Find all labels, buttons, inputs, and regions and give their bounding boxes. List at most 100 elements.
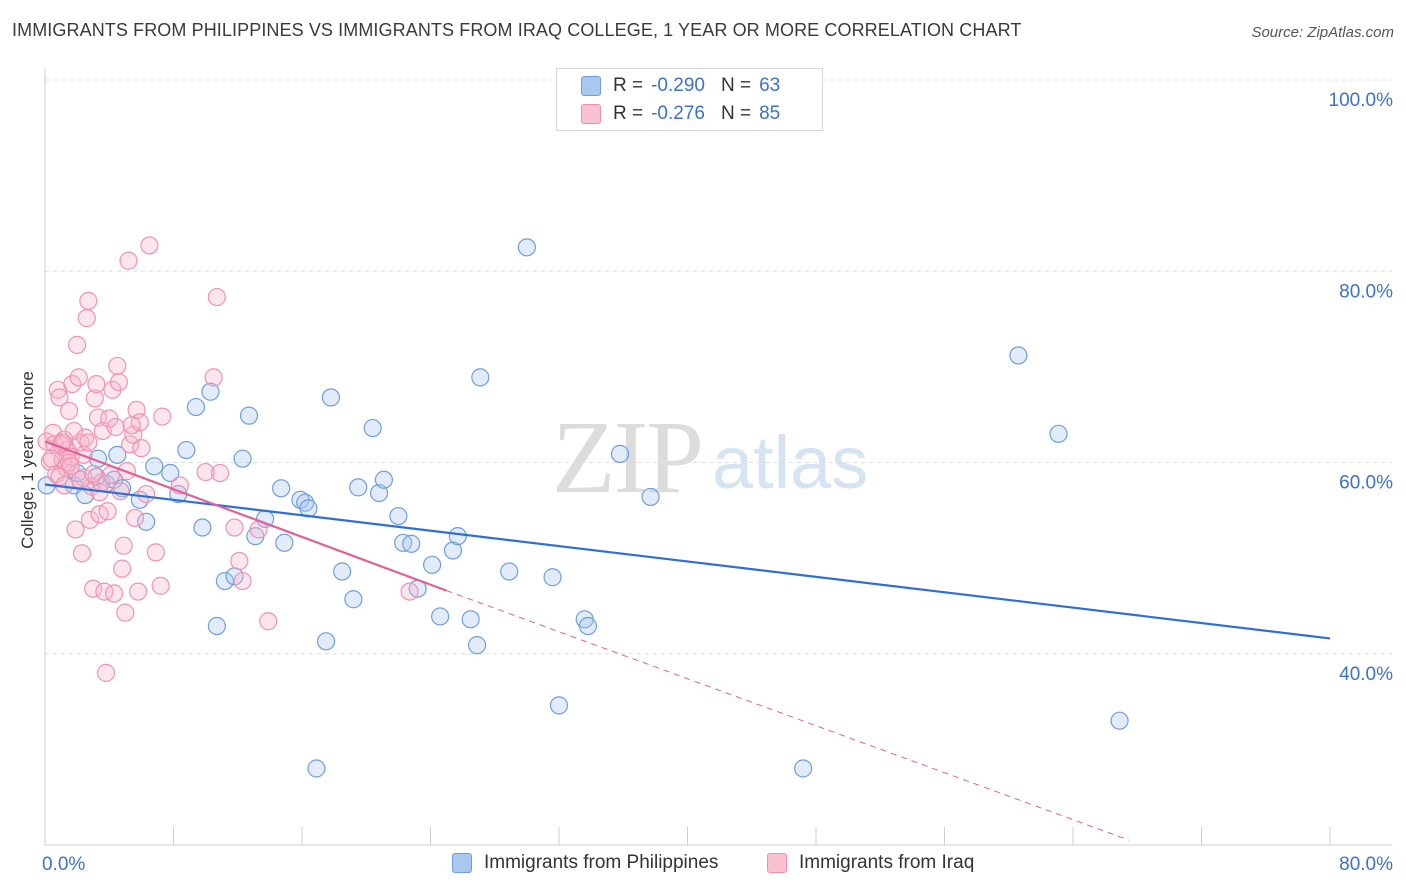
series-legend-iraq[interactable]: Immigrants from Iraq (767, 852, 974, 874)
philippines-point (448, 527, 467, 546)
philippines-point (215, 571, 234, 591)
legend-r-value: -0.276 (651, 103, 705, 124)
iraq-point (112, 559, 132, 578)
philippines-point (467, 636, 487, 655)
iraq-point (84, 579, 103, 598)
legend-row-iraq: R = -0.276 N = 85 (581, 103, 780, 125)
philippines-point (543, 568, 562, 587)
philippines-point (307, 759, 326, 778)
iraq-point (69, 368, 88, 387)
philippines-point (443, 541, 463, 560)
philippines-point (321, 388, 341, 407)
iraq-point (64, 421, 84, 441)
philippines-point (610, 444, 630, 463)
philippines-point (193, 518, 212, 537)
iraq-point (85, 389, 104, 408)
iraq-point (122, 416, 141, 435)
iraq-point (230, 551, 249, 571)
series-swatch-philippines (452, 853, 472, 873)
iraq-point (87, 374, 106, 394)
iraq-point (196, 462, 215, 482)
philippines-point (389, 506, 408, 526)
iraq-point (96, 663, 116, 682)
philippines-point (275, 533, 294, 552)
iraq-point (63, 374, 82, 394)
philippines-point (239, 406, 259, 425)
philippines-point (500, 562, 519, 581)
source-label: Source: ZipAtlas.com (1251, 24, 1394, 41)
iraq-point (121, 435, 140, 454)
iraq-point (66, 520, 85, 539)
iraq-point (204, 368, 223, 387)
legend-row-philippines: R = -0.290 N = 63 (581, 75, 780, 97)
iraq-point (151, 576, 170, 595)
iraq-point (233, 571, 252, 591)
iraq-point (137, 484, 156, 504)
x-tick-label: 0.0% (42, 854, 85, 875)
iraq-point (108, 356, 127, 376)
philippines-point (333, 562, 352, 581)
philippines-point (578, 616, 598, 636)
iraq-point (109, 373, 128, 392)
legend-swatch-philippines (581, 76, 601, 96)
iraq-point (79, 433, 98, 452)
iraq-point (259, 612, 278, 631)
iraq-point (42, 449, 61, 468)
philippines-point (233, 449, 252, 468)
series-label-philippines: Immigrants from Philippines (484, 852, 719, 873)
philippines-trend-line (44, 483, 1331, 640)
iraq-point (111, 482, 130, 501)
iraq-point (225, 518, 244, 537)
legend-swatch-iraq (581, 104, 601, 124)
iraq-point (125, 508, 145, 528)
iraq-trend-line (44, 440, 447, 592)
series-swatch-iraq (767, 853, 787, 873)
iraq-point (50, 388, 69, 407)
iraq-point (80, 510, 100, 529)
philippines-point (471, 368, 490, 387)
philippines-point (344, 590, 363, 609)
chart-title: IMMIGRANTS FROM PHILIPPINES VS IMMIGRANT… (12, 20, 1022, 40)
philippines-point (161, 463, 180, 483)
series-label-iraq: Immigrants from Iraq (799, 852, 975, 873)
iraq-point (153, 407, 172, 426)
philippines-point (402, 534, 421, 553)
iraq-point (132, 439, 151, 458)
philippines-point (517, 238, 536, 257)
y-axis-label: College, 1 year or more (18, 371, 37, 549)
legend-n-label: N = (720, 103, 752, 124)
philippines-point (349, 478, 368, 497)
iraq-point (140, 236, 159, 255)
legend-n-value: 85 (759, 103, 781, 124)
legend-r-label: R = (613, 75, 644, 96)
philippines-point (641, 487, 660, 507)
philippines-point (296, 493, 315, 512)
iraq-point (114, 536, 133, 555)
philippines-point (108, 445, 127, 464)
philippines-point (1049, 424, 1068, 443)
legend-r-label: R = (613, 103, 644, 124)
philippines-point (374, 470, 394, 489)
iraq-point (129, 582, 148, 601)
iraq-point (98, 502, 117, 521)
legend-n-label: N = (720, 75, 752, 96)
philippines-point (137, 512, 156, 531)
philippines-point (201, 382, 220, 401)
philippines-point (316, 632, 336, 651)
iraq-point (116, 603, 135, 622)
philippines-point (423, 555, 442, 574)
philippines-point (431, 607, 450, 626)
iraq-point (72, 544, 92, 563)
iraq-trend-extension (446, 590, 1130, 841)
philippines-point (370, 484, 389, 503)
iraq-point (59, 401, 79, 420)
y-tick-label: 40.0% (1339, 664, 1393, 685)
philippines-point (186, 397, 206, 417)
iraq-point (106, 418, 125, 437)
x-tick-label: 80.0% (1339, 854, 1393, 875)
iraq-point (207, 287, 226, 307)
iraq-point (119, 251, 138, 270)
series-legend-philippines[interactable]: Immigrants from Philippines (452, 852, 718, 874)
y-tick-label: 80.0% (1339, 281, 1393, 302)
